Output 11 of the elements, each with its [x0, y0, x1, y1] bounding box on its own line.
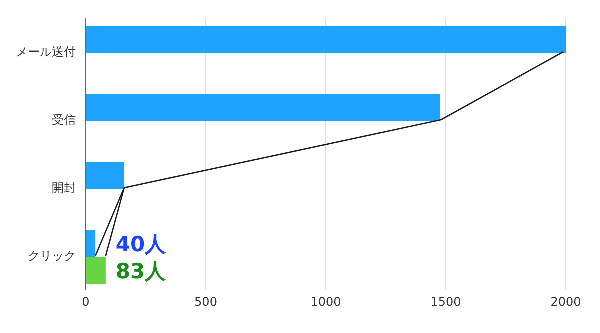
x-tick-label: 1000: [310, 295, 342, 309]
x-tick-label: 500: [194, 295, 218, 309]
y-tick-label: クリック: [28, 249, 76, 263]
data-label: 83人: [116, 260, 168, 284]
x-tick-label: 2000: [550, 295, 582, 309]
y-tick-label: メール送付: [16, 45, 76, 59]
x-tick-label: 0: [82, 295, 90, 309]
y-tick-label: 受信: [52, 113, 76, 127]
x-tick-label: 1500: [430, 295, 462, 309]
data-label: 40人: [116, 232, 168, 256]
y-tick-label: 開封: [52, 181, 76, 195]
